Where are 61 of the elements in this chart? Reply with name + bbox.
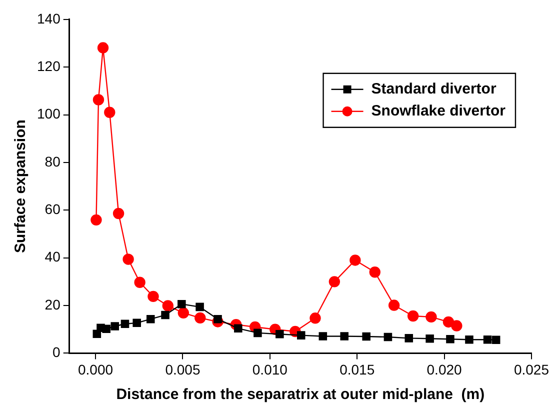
legend-label: Snowflake divertor	[371, 102, 506, 120]
point	[426, 334, 434, 343]
point	[426, 311, 437, 323]
point	[112, 208, 124, 220]
point	[451, 320, 462, 332]
x-tick-label: 0.005	[165, 361, 200, 378]
point	[492, 336, 500, 344]
point	[318, 332, 328, 340]
point	[178, 300, 186, 308]
point	[340, 332, 348, 340]
point	[196, 302, 204, 312]
point	[483, 335, 492, 344]
legend-label: Standard divertor	[371, 80, 496, 98]
point	[350, 254, 361, 266]
point	[369, 266, 380, 278]
point	[134, 276, 146, 288]
y-tick-label: 140	[37, 10, 61, 26]
point	[407, 310, 419, 322]
point	[214, 314, 222, 324]
point	[120, 320, 130, 328]
point	[234, 324, 242, 333]
point	[97, 42, 109, 54]
point	[446, 334, 454, 344]
point	[92, 94, 104, 106]
point	[465, 335, 474, 344]
point	[194, 312, 206, 324]
y-tick-label: 40	[44, 248, 61, 265]
x-tick-label: 0.025	[514, 361, 550, 378]
x-tick-label: 0.000	[78, 361, 114, 378]
point	[442, 316, 454, 328]
y-tick-label: 80	[44, 153, 61, 170]
point	[384, 332, 392, 342]
point	[161, 310, 170, 320]
x-axis-title: Distance from the separatrix at outer mid-plane (m)	[116, 386, 485, 404]
point	[102, 324, 110, 334]
point	[122, 254, 134, 265]
point	[388, 300, 400, 311]
point	[310, 312, 321, 324]
point	[132, 318, 141, 328]
point	[362, 332, 370, 341]
point	[162, 300, 174, 312]
y-tick-label: 120	[37, 58, 61, 74]
point	[110, 322, 120, 330]
y-tick-label: 0	[52, 344, 61, 360]
x-tick-label: 0.020	[426, 361, 462, 378]
point	[276, 330, 284, 338]
point	[404, 334, 414, 342]
x-tick-label: 0.015	[340, 361, 375, 378]
y-tick-label: 20	[44, 296, 61, 312]
point	[146, 314, 155, 324]
x-tick-label: 0.010	[252, 361, 288, 378]
y-tick-label: 60	[44, 201, 61, 217]
y-tick-label: 100	[37, 106, 61, 122]
point	[90, 214, 102, 226]
point	[148, 290, 159, 302]
point	[296, 331, 306, 340]
y-axis-title: Surface expansion	[12, 120, 30, 253]
point	[254, 328, 262, 338]
point	[104, 106, 116, 118]
point	[328, 276, 340, 288]
point	[178, 307, 190, 319]
